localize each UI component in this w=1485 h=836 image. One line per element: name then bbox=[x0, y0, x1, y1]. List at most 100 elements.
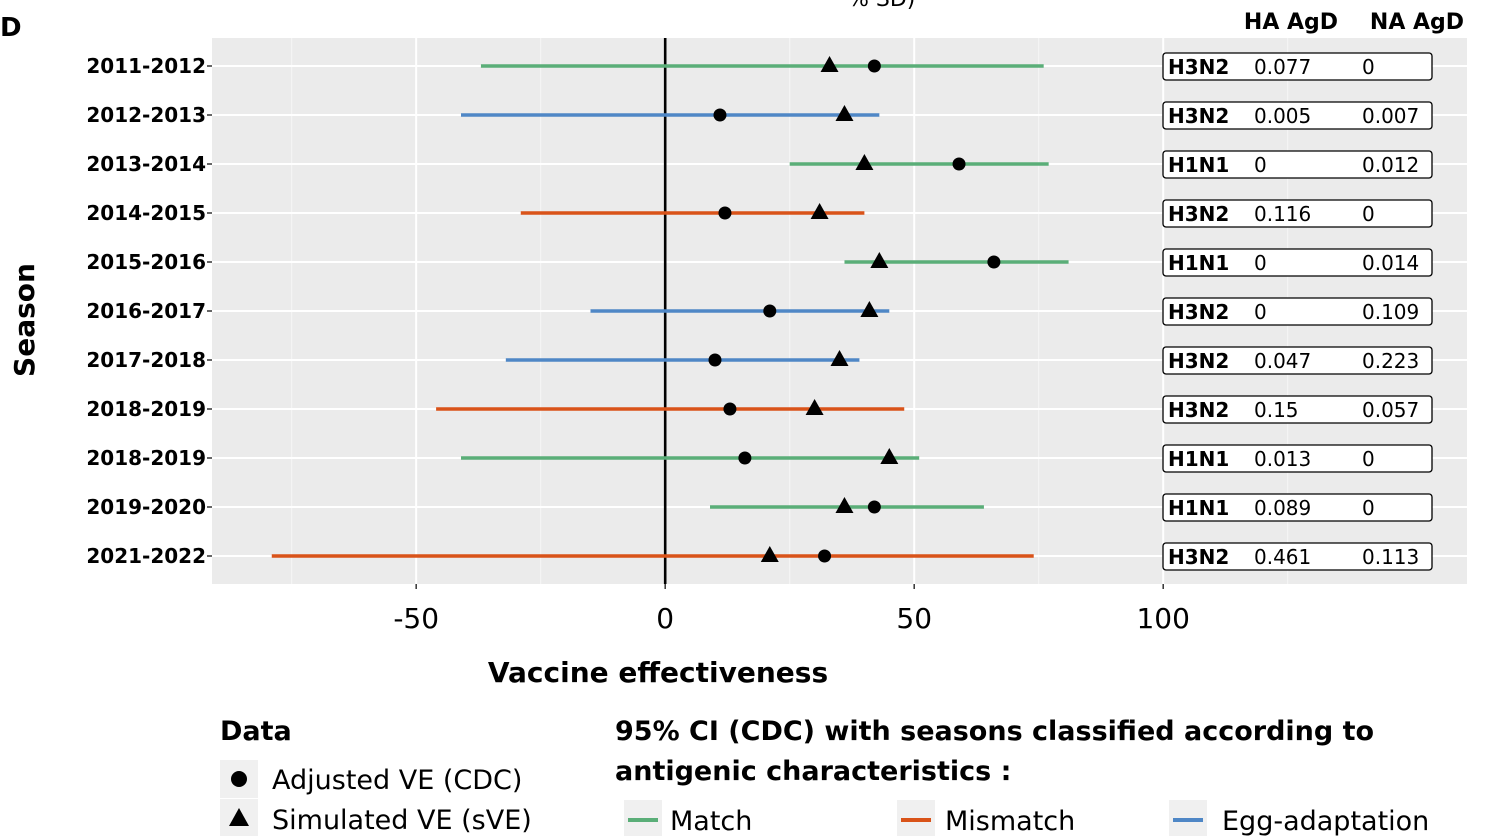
ha-agd-value: 0.013 bbox=[1254, 447, 1311, 471]
ha-agd-value: 0 bbox=[1254, 251, 1267, 275]
na-agd-value: 0 bbox=[1362, 496, 1375, 520]
y-tick-label: 2011-2012 bbox=[86, 54, 206, 78]
simulated-ve-point bbox=[880, 448, 899, 464]
x-tick-label: 100 bbox=[1136, 602, 1189, 635]
na-agd-value: 0.007 bbox=[1362, 104, 1419, 128]
subtype-label: H1N1 bbox=[1168, 153, 1229, 177]
adjusted-ve-point bbox=[867, 500, 881, 514]
subtype-label: H3N2 bbox=[1168, 349, 1229, 373]
x-axis-title: Vaccine effectiveness bbox=[488, 656, 828, 689]
subtype-label: H3N2 bbox=[1168, 55, 1229, 79]
adjusted-ve-point bbox=[708, 353, 722, 367]
na-agd-value: 0.014 bbox=[1362, 251, 1419, 275]
x-tick-label: 0 bbox=[656, 602, 674, 635]
top-partial-text: % SD) bbox=[848, 0, 915, 12]
adjusted-ve-point bbox=[713, 108, 727, 122]
ha-agd-value: 0 bbox=[1254, 153, 1267, 177]
ha-agd-value: 0.089 bbox=[1254, 496, 1311, 520]
simulated-ve-point bbox=[835, 497, 854, 513]
agd-box bbox=[1162, 542, 1433, 571]
adjusted-ve-point bbox=[763, 304, 777, 318]
subtype-label: H1N1 bbox=[1168, 496, 1229, 520]
plot-panel: H3N2 0.077 0 H3N2 0.005 0.007 H1N1 0 0.012 H3N2 0.… bbox=[212, 38, 1467, 584]
x-tick-label: 50 bbox=[896, 602, 932, 635]
legend-ci: 95% CI (CDC) with seasons classified acc… bbox=[615, 716, 1429, 836]
simulated-ve-point bbox=[820, 56, 839, 72]
y-axis-title: Season bbox=[8, 263, 41, 377]
x-tick-label: -50 bbox=[393, 602, 439, 635]
adjusted-ve-point bbox=[718, 206, 732, 220]
simulated-ve-point bbox=[760, 546, 779, 562]
legend-item-egg: Egg-adaptation bbox=[1222, 806, 1429, 836]
adjusted-ve-point bbox=[952, 157, 966, 171]
ha-agd-value: 0.077 bbox=[1254, 55, 1311, 79]
simulated-ve-point bbox=[830, 350, 849, 366]
legend-circle-icon bbox=[231, 771, 247, 787]
y-tick-label: 2014-2015 bbox=[86, 201, 206, 225]
table-header-ha: HA AgD bbox=[1244, 10, 1338, 35]
simulated-ve-point bbox=[870, 252, 889, 268]
y-tick-label: 2015-2016 bbox=[86, 250, 206, 274]
na-agd-value: 0.223 bbox=[1362, 349, 1419, 373]
adjusted-ve-point bbox=[818, 549, 832, 563]
agd-box bbox=[1162, 493, 1433, 522]
ha-agd-value: 0.116 bbox=[1254, 202, 1311, 226]
subtype-label: H3N2 bbox=[1168, 545, 1229, 569]
y-tick-label: 2021-2022 bbox=[86, 544, 206, 568]
simulated-ve-point bbox=[810, 203, 829, 219]
subtype-label: H1N1 bbox=[1168, 447, 1229, 471]
na-agd-value: 0.113 bbox=[1362, 545, 1419, 569]
na-agd-value: 0.109 bbox=[1362, 300, 1419, 324]
subtype-label: H3N2 bbox=[1168, 398, 1229, 422]
agd-box bbox=[1162, 150, 1433, 179]
y-tick-label: 2013-2014 bbox=[86, 152, 206, 176]
legend-item-simulated: Simulated VE (sVE) bbox=[272, 805, 532, 836]
na-agd-value: 0 bbox=[1362, 447, 1375, 471]
y-tick-label: 2018-2019 bbox=[86, 397, 206, 421]
y-tick-label: 2017-2018 bbox=[86, 348, 206, 372]
simulated-ve-point bbox=[835, 105, 854, 121]
agd-box bbox=[1162, 346, 1433, 375]
simulated-ve-point bbox=[855, 154, 874, 170]
subtype-label: H3N2 bbox=[1168, 202, 1229, 226]
agd-box bbox=[1162, 199, 1433, 228]
agd-table: H3N2 0.077 0 H3N2 0.005 0.007 H1N1 0 0.012 H3N2 0.… bbox=[1162, 52, 1433, 571]
agd-box bbox=[1162, 52, 1433, 81]
legend-data: Data Adjusted VE (CDC) Simulated VE (sVE… bbox=[220, 716, 532, 836]
y-tick-label: 2019-2020 bbox=[86, 495, 206, 519]
legend-ci-title-line2: antigenic characteristics : bbox=[615, 756, 1011, 787]
simulated-ve-point bbox=[805, 399, 824, 415]
legend-item-mismatch: Mismatch bbox=[945, 806, 1075, 836]
agd-box bbox=[1162, 248, 1433, 277]
legend-data-title: Data bbox=[220, 716, 292, 747]
agd-box bbox=[1162, 395, 1433, 424]
table-header-na: NA AgD bbox=[1370, 10, 1464, 35]
agd-box bbox=[1162, 297, 1433, 326]
subtype-label: H3N2 bbox=[1168, 300, 1229, 324]
ve-points bbox=[708, 56, 1001, 563]
na-agd-value: 0 bbox=[1362, 55, 1375, 79]
legend-ci-title-line1: 95% CI (CDC) with seasons classified acc… bbox=[615, 716, 1374, 747]
legend-triangle-icon bbox=[229, 808, 249, 826]
x-axis: -50 0 50 100 bbox=[393, 584, 1190, 635]
subtype-label: H1N1 bbox=[1168, 251, 1229, 275]
ha-agd-value: 0.047 bbox=[1254, 349, 1311, 373]
na-agd-value: 0.057 bbox=[1362, 398, 1419, 422]
ha-agd-value: 0.005 bbox=[1254, 104, 1311, 128]
ha-agd-value: 0.15 bbox=[1254, 398, 1299, 422]
legend-item-match: Match bbox=[670, 806, 752, 836]
ha-agd-value: 0.461 bbox=[1254, 545, 1311, 569]
y-axis: 2011-2012 2012-2013 2013-2014 2014-2015 2015… bbox=[86, 54, 212, 568]
simulated-ve-point bbox=[860, 301, 879, 317]
legend-item-adjusted: Adjusted VE (CDC) bbox=[272, 765, 522, 796]
y-tick-label: 2012-2013 bbox=[86, 103, 206, 127]
subtype-label: H3N2 bbox=[1168, 104, 1229, 128]
agd-box bbox=[1162, 444, 1433, 473]
na-agd-value: 0 bbox=[1362, 202, 1375, 226]
agd-box bbox=[1162, 101, 1433, 130]
y-tick-label: 2018-2019 bbox=[86, 446, 206, 470]
adjusted-ve-point bbox=[987, 255, 1001, 269]
adjusted-ve-point bbox=[738, 451, 752, 465]
panel-label: D bbox=[0, 13, 22, 43]
